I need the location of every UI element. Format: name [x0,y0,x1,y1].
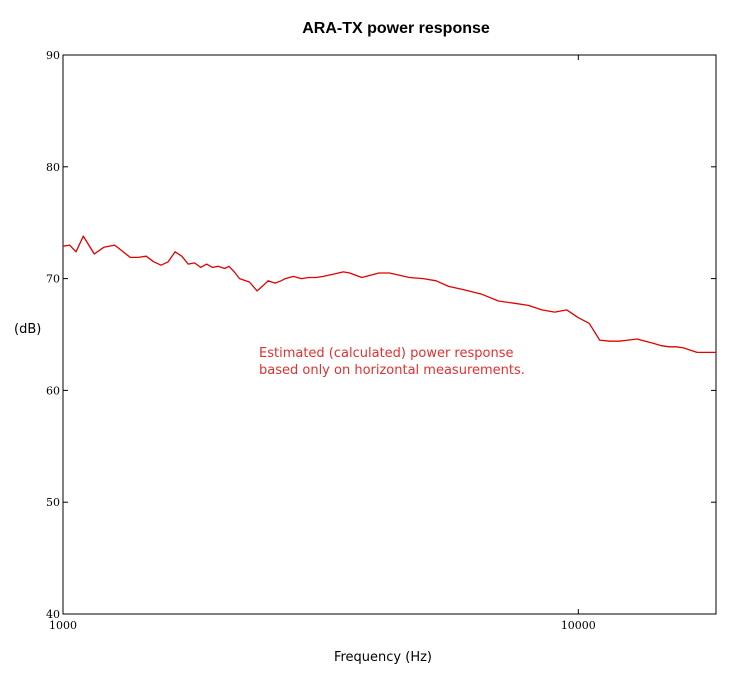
series-line [62,235,716,354]
y-tick-label: 50 [46,496,60,509]
series-layer [62,235,716,354]
annotation-line-2: based only on horizontal measurements. [259,363,525,378]
y-tick-label: 70 [46,273,60,286]
chart-title: ARA-TX power response [302,20,490,37]
y-tick-label: 80 [46,161,60,174]
x-axis-label: Frequency (Hz) [334,650,432,665]
x-tick-label: 10000 [561,619,596,632]
y-tick-label: 60 [46,384,60,397]
x-tick-label: 1000 [49,619,77,632]
y-tick-label: 40 [46,608,60,621]
axis-ticks: 40 50 60 70 80 90 1000 10000 [46,49,716,632]
y-tick-label: 90 [46,49,60,62]
y-axis-label: (dB) [14,322,41,337]
annotation-line-1: Estimated (calculated) power response [259,346,513,361]
plot-area [62,54,717,615]
